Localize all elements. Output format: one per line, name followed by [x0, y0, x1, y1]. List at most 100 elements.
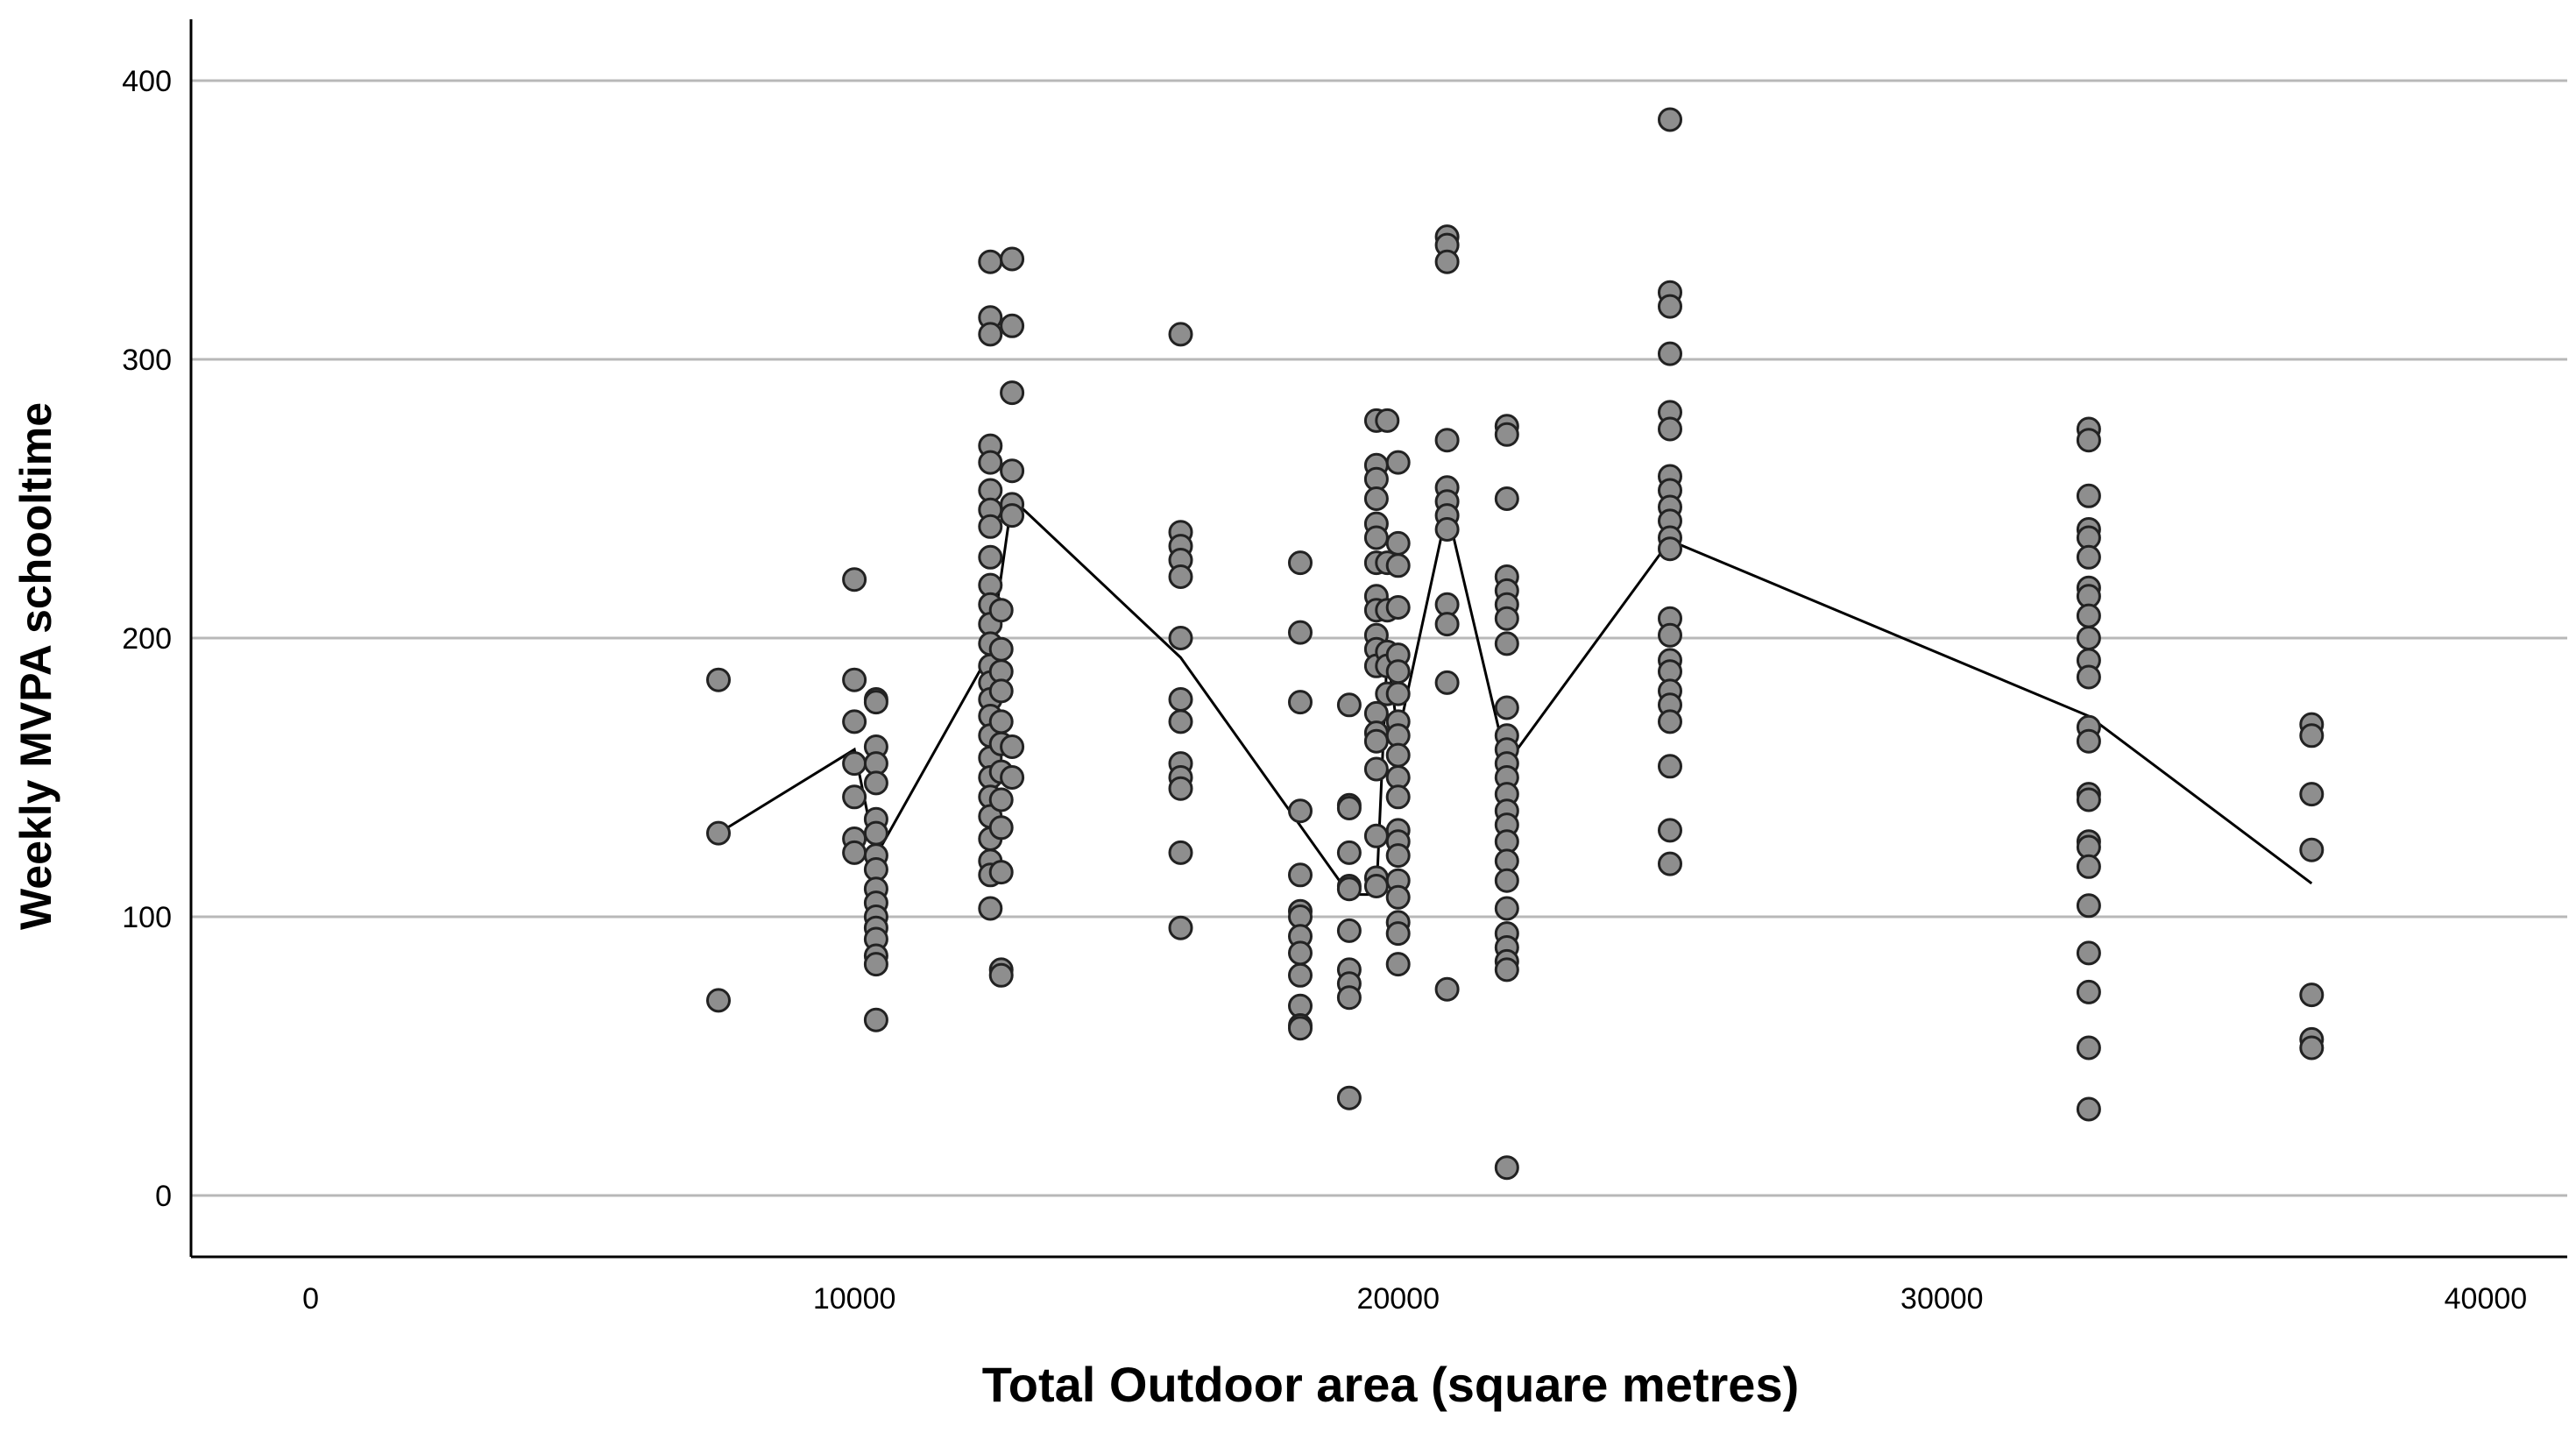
data-point: [1288, 962, 1313, 988]
data-point: [1385, 681, 1411, 706]
data-point: [2076, 1035, 2101, 1061]
data-point: [1494, 606, 1519, 631]
data-point: [2076, 428, 2101, 453]
data-point: [1658, 622, 1682, 648]
data-point: [1363, 823, 1389, 848]
data-point: [1434, 670, 1460, 695]
data-point: [842, 840, 867, 865]
data-points: [706, 107, 2325, 1181]
data-point: [1000, 458, 1025, 484]
data-point: [863, 1007, 888, 1032]
x-tick-label: 0: [302, 1282, 319, 1316]
data-point: [1658, 818, 1682, 843]
data-point: [1168, 564, 1193, 589]
y-tick-label: 100: [122, 901, 172, 934]
data-point: [1658, 754, 1682, 779]
data-point: [1385, 530, 1411, 556]
data-point: [988, 860, 1014, 885]
data-point: [1385, 843, 1411, 869]
x-tick-label: 20000: [1356, 1282, 1440, 1316]
data-point: [1658, 341, 1682, 366]
data-point: [1363, 756, 1389, 782]
data-point: [1363, 525, 1389, 550]
data-point: [1385, 784, 1411, 810]
data-point: [1336, 840, 1362, 865]
data-point: [842, 667, 867, 692]
data-point: [1168, 687, 1193, 712]
data-point: [863, 690, 888, 715]
x-tick-label: 40000: [2445, 1282, 2528, 1316]
data-point: [2076, 940, 2101, 966]
data-point: [978, 450, 1003, 475]
data-point: [2076, 626, 2101, 650]
data-point: [1288, 940, 1313, 966]
data-point: [1434, 976, 1460, 1002]
data-point: [1494, 486, 1519, 511]
data-point: [988, 962, 1014, 988]
x-tick-label: 30000: [1900, 1282, 1984, 1316]
data-point: [842, 751, 867, 777]
data-point: [1434, 249, 1460, 274]
data-point: [1000, 765, 1025, 790]
y-tick-label: 0: [155, 1180, 172, 1213]
y-tick-label: 400: [122, 65, 172, 98]
data-point: [1000, 246, 1025, 272]
data-point: [1434, 428, 1460, 453]
data-point: [2299, 782, 2325, 807]
data-point: [2076, 1096, 2101, 1122]
data-point: [1288, 690, 1313, 715]
data-point: [1336, 796, 1362, 820]
data-point: [863, 770, 888, 796]
data-point: [1000, 313, 1025, 338]
data-point: [1385, 595, 1411, 620]
data-point: [1658, 536, 1682, 562]
data-point: [988, 709, 1014, 734]
tick-labels: 0 100 200 300 400 0 10000 20000 30000 40000: [122, 65, 2527, 1316]
data-point: [2299, 983, 2325, 1008]
data-point: [1375, 408, 1400, 433]
data-point: [1494, 957, 1519, 983]
data-point: [706, 820, 731, 846]
data-point: [2076, 664, 2101, 690]
data-point: [1658, 294, 1682, 319]
data-point: [2076, 787, 2101, 812]
data-point: [1168, 776, 1193, 801]
data-point: [1385, 553, 1411, 578]
data-point: [1385, 952, 1411, 977]
data-point: [1434, 612, 1460, 637]
data-point: [1494, 422, 1519, 447]
data-point: [1494, 1155, 1519, 1181]
data-point: [1363, 486, 1389, 511]
data-point: [706, 667, 731, 692]
data-point: [2076, 603, 2101, 628]
data-point: [863, 952, 888, 977]
data-point: [2076, 979, 2101, 1004]
y-tick-label: 200: [122, 622, 172, 656]
data-point: [842, 784, 867, 810]
data-point: [988, 598, 1014, 623]
data-point: [1000, 734, 1025, 759]
data-point: [988, 787, 1014, 812]
data-point: [1385, 921, 1411, 947]
data-point: [1000, 503, 1025, 529]
x-tick-label: 10000: [813, 1282, 896, 1316]
data-point: [1363, 874, 1389, 898]
data-point: [1288, 798, 1313, 824]
data-point: [2076, 854, 2101, 879]
data-point: [2076, 483, 2101, 508]
data-point: [2076, 728, 2101, 754]
data-point: [1336, 692, 1362, 718]
data-point: [978, 544, 1003, 570]
data-point: [2076, 544, 2101, 570]
data-point: [1168, 626, 1193, 650]
data-point: [1168, 840, 1193, 865]
data-point: [2299, 1035, 2325, 1061]
data-point: [1494, 631, 1519, 656]
data-point: [1658, 709, 1682, 734]
y-axis-title: Weekly MVPA schooltime: [11, 402, 60, 930]
data-point: [1288, 620, 1313, 645]
x-axis-title: Total Outdoor area (square metres): [982, 1357, 1800, 1412]
data-point: [1434, 517, 1460, 542]
